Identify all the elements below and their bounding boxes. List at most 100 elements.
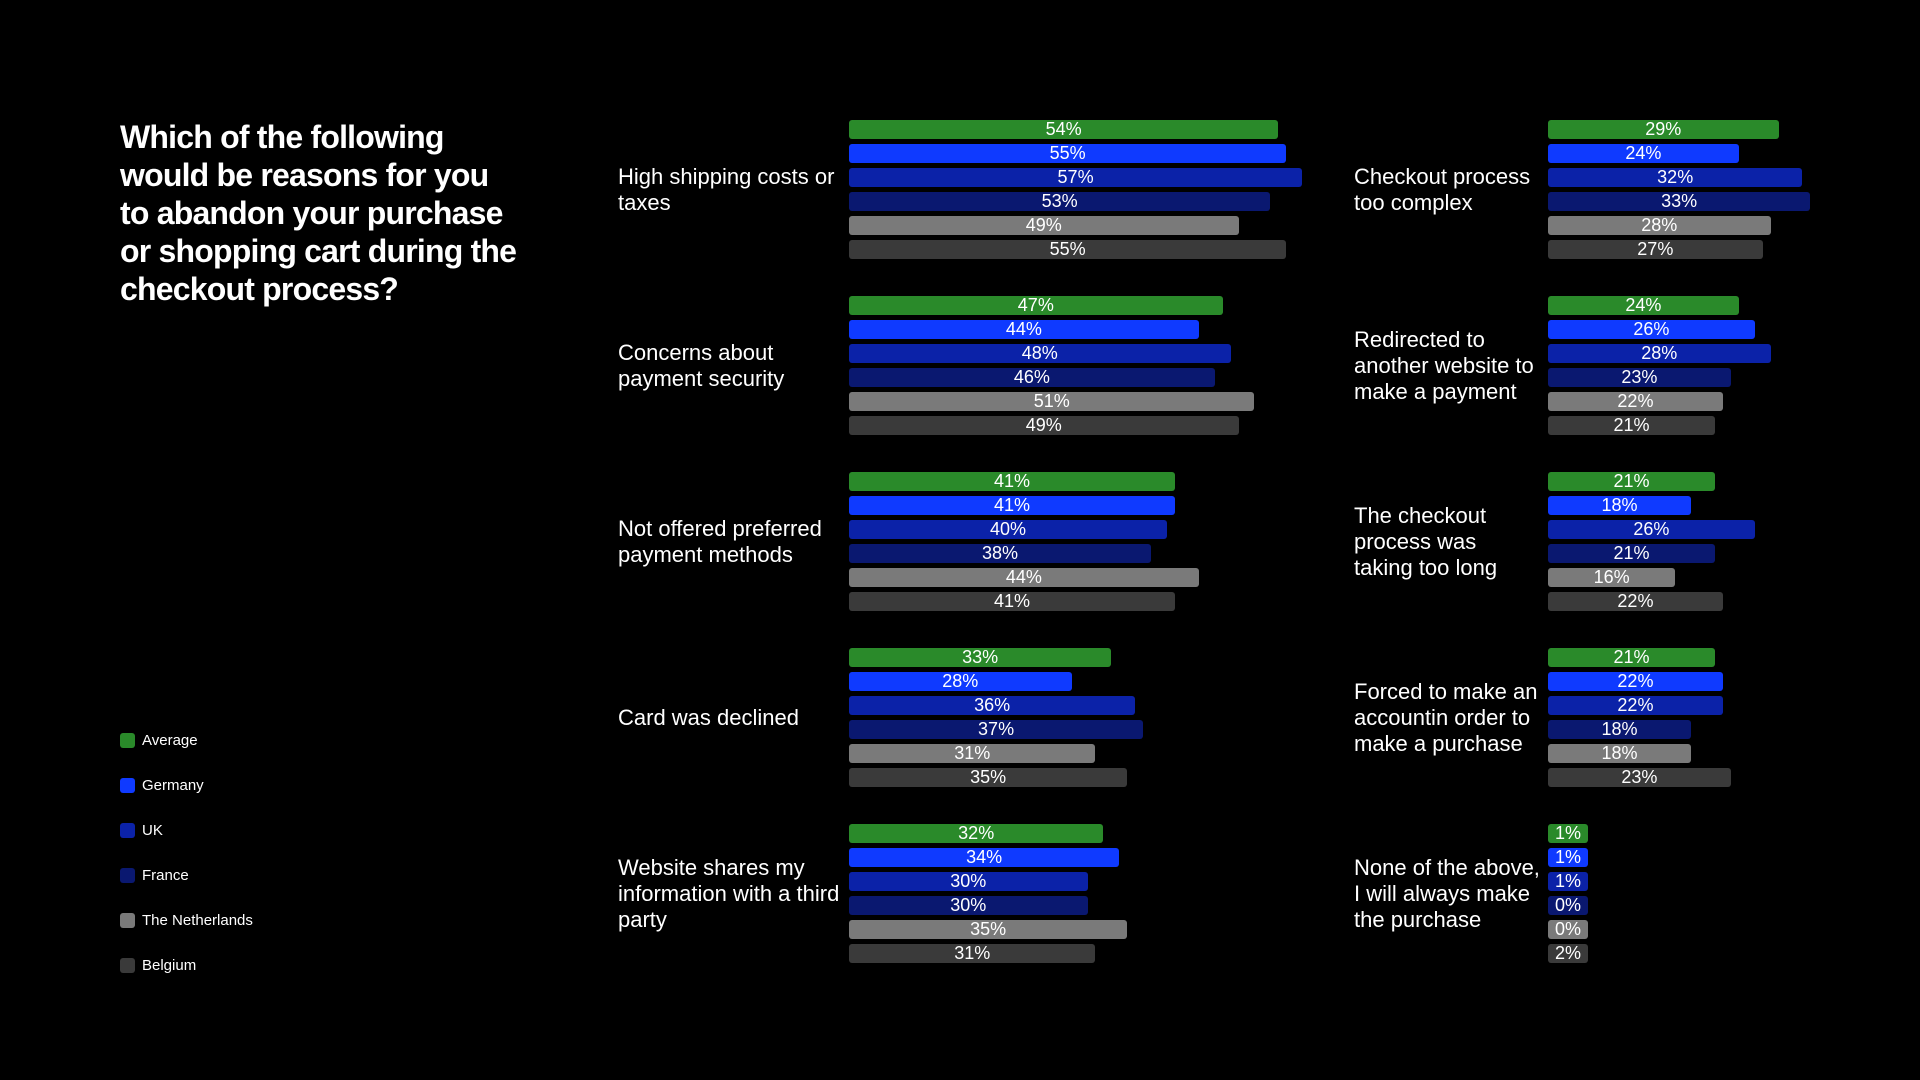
bar-average — [849, 296, 1223, 315]
bar-belgium — [1548, 240, 1763, 259]
bar-value-label: 44% — [1005, 567, 1042, 587]
bar-belgium — [849, 240, 1287, 259]
bar-germany — [1548, 496, 1692, 515]
bar-germany — [849, 144, 1287, 163]
bar-value-label: 16% — [1593, 567, 1630, 587]
category-label: Concerns about payment security — [618, 340, 785, 391]
bar-uk — [1548, 520, 1755, 539]
bar-the-netherlands — [1548, 392, 1723, 411]
bar-belgium — [849, 416, 1239, 435]
bar-germany — [849, 672, 1072, 691]
legend-label: UK — [142, 822, 163, 839]
bar-uk — [849, 168, 1303, 187]
bar-average — [1548, 120, 1779, 139]
bar-france — [849, 368, 1215, 387]
category-label: Redirected to another website to make a … — [1354, 327, 1534, 404]
bar-value-label: 22% — [1617, 671, 1654, 691]
bar-value-label: 30% — [950, 871, 987, 891]
bar-the-netherlands — [1548, 216, 1771, 235]
legend-swatch — [120, 733, 135, 748]
bar-average — [849, 648, 1112, 667]
bar-the-netherlands — [1548, 920, 1588, 939]
legend-swatch — [120, 958, 135, 973]
bar-value-label: 28% — [1641, 343, 1678, 363]
bar-value-label: 46% — [1013, 367, 1050, 387]
bar-uk — [849, 520, 1167, 539]
bar-average — [1548, 296, 1739, 315]
bar-average — [849, 472, 1175, 491]
bar-belgium — [849, 592, 1175, 611]
bar-value-label: 28% — [942, 671, 979, 691]
bar-average — [1548, 824, 1588, 843]
legend-swatch — [120, 778, 135, 793]
bar-value-label: 18% — [1601, 743, 1638, 763]
bar-value-label: 21% — [1613, 415, 1650, 435]
bar-germany — [849, 320, 1199, 339]
bar-belgium — [1548, 944, 1588, 963]
bar-value-label: 21% — [1613, 647, 1650, 667]
bar-value-label: 49% — [1025, 215, 1062, 235]
bar-value-label: 36% — [974, 695, 1011, 715]
bar-france — [849, 192, 1271, 211]
category-label: Checkout process too complex — [1354, 164, 1531, 215]
bar-germany — [1548, 848, 1588, 867]
bar-value-label: 57% — [1057, 167, 1094, 187]
bar-value-label: 55% — [1049, 143, 1086, 163]
bar-the-netherlands — [849, 216, 1239, 235]
legend-label: Belgium — [142, 957, 197, 974]
bar-france — [1548, 192, 1811, 211]
bar-value-label: 41% — [993, 495, 1030, 515]
bar-value-label: 1% — [1554, 847, 1581, 867]
bar-the-netherlands — [1548, 744, 1692, 763]
bar-value-label: 41% — [993, 591, 1030, 611]
bar-value-label: 51% — [1033, 391, 1070, 411]
bar-uk — [1548, 872, 1588, 891]
bar-average — [849, 824, 1104, 843]
bar-france — [849, 896, 1088, 915]
bar-the-netherlands — [849, 920, 1128, 939]
legend-item: France — [120, 853, 253, 898]
bar-the-netherlands — [849, 744, 1096, 763]
bar-germany — [1548, 672, 1723, 691]
legend-label: Average — [142, 732, 198, 749]
bar-france — [1548, 368, 1731, 387]
bar-the-netherlands — [849, 392, 1255, 411]
bar-value-label: 0% — [1554, 919, 1581, 939]
legend-swatch — [120, 868, 135, 883]
legend-swatch — [120, 913, 135, 928]
chart-title: Which of the following would be reasons … — [120, 119, 517, 307]
bar-value-label: 26% — [1633, 319, 1670, 339]
bar-average — [1548, 472, 1715, 491]
bar-value-label: 30% — [950, 895, 987, 915]
legend-item: UK — [120, 808, 253, 853]
legend-label: France — [142, 867, 189, 884]
bar-value-label: 44% — [1005, 319, 1042, 339]
bar-value-label: 29% — [1645, 119, 1682, 139]
bar-value-label: 18% — [1601, 495, 1638, 515]
category-label: Card was declined — [618, 705, 799, 730]
bar-value-label: 22% — [1617, 591, 1654, 611]
bar-uk — [1548, 168, 1803, 187]
bar-value-label: 35% — [970, 919, 1007, 939]
bar-value-label: 47% — [1017, 295, 1054, 315]
legend-swatch — [120, 823, 135, 838]
bar-value-label: 18% — [1601, 719, 1638, 739]
category-label: Not offered preferred payment methods — [618, 516, 822, 567]
bar-value-label: 40% — [989, 519, 1027, 539]
bar-uk — [849, 344, 1231, 363]
bar-belgium — [849, 768, 1128, 787]
bar-value-label: 41% — [993, 471, 1030, 491]
category-label: None of the above, I will always make th… — [1354, 855, 1540, 932]
bar-germany — [849, 848, 1120, 867]
bar-value-label: 1% — [1554, 871, 1581, 891]
legend-label: The Netherlands — [142, 912, 253, 929]
bar-belgium — [1548, 768, 1731, 787]
bar-france — [849, 544, 1152, 563]
bar-value-label: 24% — [1625, 295, 1662, 315]
bar-uk — [1548, 696, 1723, 715]
bar-germany — [1548, 320, 1755, 339]
category-label: Forced to make an accountin order to mak… — [1354, 679, 1538, 756]
bar-value-label: 0% — [1554, 895, 1581, 915]
bar-value-label: 32% — [1657, 167, 1694, 187]
